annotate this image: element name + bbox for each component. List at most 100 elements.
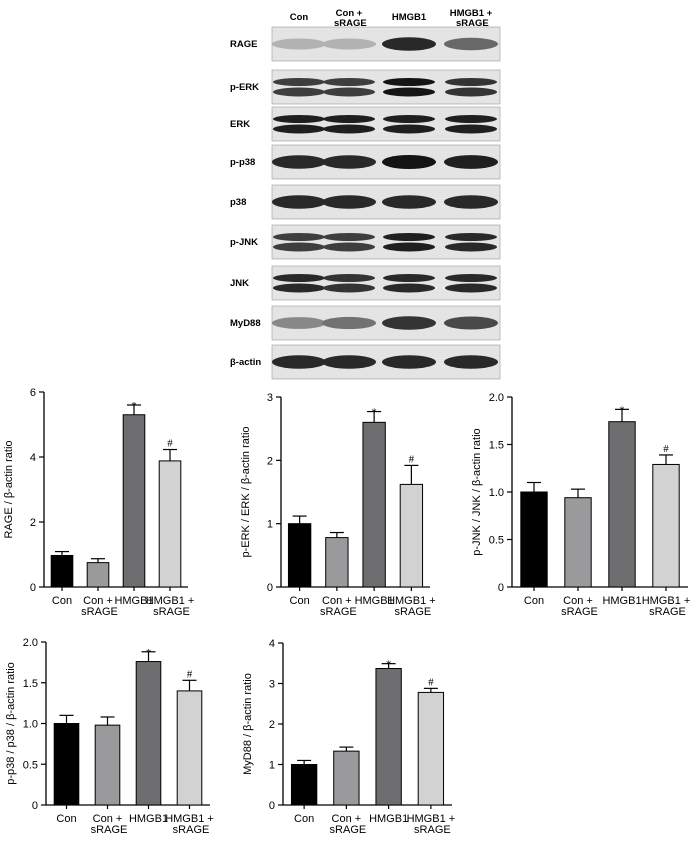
blot-row-label: p-p38 <box>230 157 255 168</box>
x-tick-label: Con <box>524 595 544 607</box>
bar <box>417 691 445 806</box>
blot-band <box>322 195 376 209</box>
blot-band <box>445 124 497 134</box>
bar-chart: 0 0.5 1.0 1.5 2.0 p-p38 / p38 / β-actin ratio… <box>5 637 214 836</box>
blot-band <box>322 38 376 50</box>
y-tick-label: 2 <box>30 517 36 529</box>
y-tick-label: 0 <box>267 582 273 594</box>
bar-chart: 0 0.5 1.0 1.5 2.0 p-JNK / JNK / β-actin ratio… <box>471 392 690 618</box>
y-tick-label: 0 <box>32 800 38 812</box>
x-tick-label: HMGB1 <box>602 595 641 607</box>
lane-label: HMGB1 <box>392 12 427 23</box>
x-tick-label: Con + sRAGE <box>558 595 598 618</box>
y-tick-label: 0 <box>498 582 504 594</box>
significance-mark: # <box>167 438 173 450</box>
bar <box>135 661 162 806</box>
blot-band <box>382 355 436 369</box>
bar <box>287 523 312 588</box>
y-tick-label: 1.0 <box>489 487 504 499</box>
bar <box>325 537 349 588</box>
y-tick-label: 2.0 <box>23 637 38 649</box>
blot-band <box>323 87 375 97</box>
x-tick-label: HMGB1 + sRAGE <box>165 813 214 836</box>
significance-mark: * <box>146 647 152 659</box>
lane-label: HMGB1 + sRAGE <box>450 8 493 29</box>
blot-band <box>444 155 498 169</box>
blot-row-label: RAGE <box>230 39 257 50</box>
y-tick-label: 2 <box>269 719 275 731</box>
significance-mark: # <box>409 453 415 465</box>
blot-panel <box>271 265 501 301</box>
blot-band <box>444 195 498 209</box>
blot-band <box>444 355 498 369</box>
x-tick-label: HMGB1 + sRAGE <box>642 595 691 618</box>
blot-band <box>323 242 375 252</box>
blot-band <box>382 155 436 169</box>
blot-band <box>323 233 375 241</box>
x-tick-label: HMGB1 <box>369 813 408 825</box>
blot-band <box>445 283 497 293</box>
blot-band <box>272 317 326 329</box>
y-tick-label: 1 <box>269 760 275 772</box>
blot-band <box>382 316 436 330</box>
bar <box>375 668 402 806</box>
blot-band <box>322 355 376 369</box>
x-tick-label: HMGB1 <box>129 813 168 825</box>
blot-row-label: MyD88 <box>230 318 261 329</box>
x-tick-label: HMGB1 + sRAGE <box>146 595 195 618</box>
blot-band <box>383 283 435 293</box>
blot-band <box>444 37 498 51</box>
blot-band <box>323 78 375 86</box>
bar <box>564 497 592 588</box>
x-tick-label: Con <box>290 595 310 607</box>
blot-panel <box>271 224 501 260</box>
y-axis-label: p-JNK / JNK / β-actin ratio <box>471 428 483 555</box>
blot-band <box>273 87 325 97</box>
blot-band <box>383 87 435 97</box>
blot-row-label: ERK <box>230 119 250 130</box>
blot-row-label: p-JNK <box>230 237 258 248</box>
blot-row-label: p38 <box>230 197 246 208</box>
blot-band <box>382 37 436 51</box>
x-tick-label: Con <box>52 595 72 607</box>
bar <box>158 460 182 588</box>
blot-row-label: β-actin <box>230 357 261 368</box>
y-tick-label: 3 <box>269 679 275 691</box>
y-tick-label: 3 <box>267 392 273 404</box>
y-tick-label: 4 <box>269 638 275 650</box>
blot-panel <box>271 69 501 105</box>
blot-band <box>382 195 436 209</box>
blot-band <box>273 78 325 86</box>
blot-band <box>445 87 497 97</box>
blot-band <box>383 274 435 282</box>
blot-panel <box>271 106 501 142</box>
blot-band <box>323 124 375 134</box>
x-tick-label: Con <box>56 813 76 825</box>
bar <box>520 491 548 588</box>
bar <box>333 750 360 806</box>
blot-band <box>273 242 325 252</box>
significance-mark: * <box>386 659 392 671</box>
blot-band <box>322 155 376 169</box>
y-tick-label: 0.5 <box>489 535 504 547</box>
blot-band <box>445 115 497 123</box>
y-tick-label: 4 <box>30 452 36 464</box>
y-axis-label: RAGE / β-actin ratio <box>3 440 15 538</box>
blot-band <box>444 316 498 330</box>
significance-mark: * <box>131 400 137 412</box>
blot-band <box>383 242 435 252</box>
bar <box>362 421 386 588</box>
significance-mark: # <box>663 443 669 455</box>
y-tick-label: 0 <box>30 582 36 594</box>
blot-band <box>273 233 325 241</box>
y-tick-label: 1.0 <box>23 719 38 731</box>
blot-band <box>323 115 375 123</box>
blot-band <box>383 115 435 123</box>
blot-band <box>272 355 326 369</box>
blot-band <box>272 195 326 209</box>
bar <box>399 483 424 588</box>
blot-band <box>445 78 497 86</box>
blot-band <box>445 274 497 282</box>
